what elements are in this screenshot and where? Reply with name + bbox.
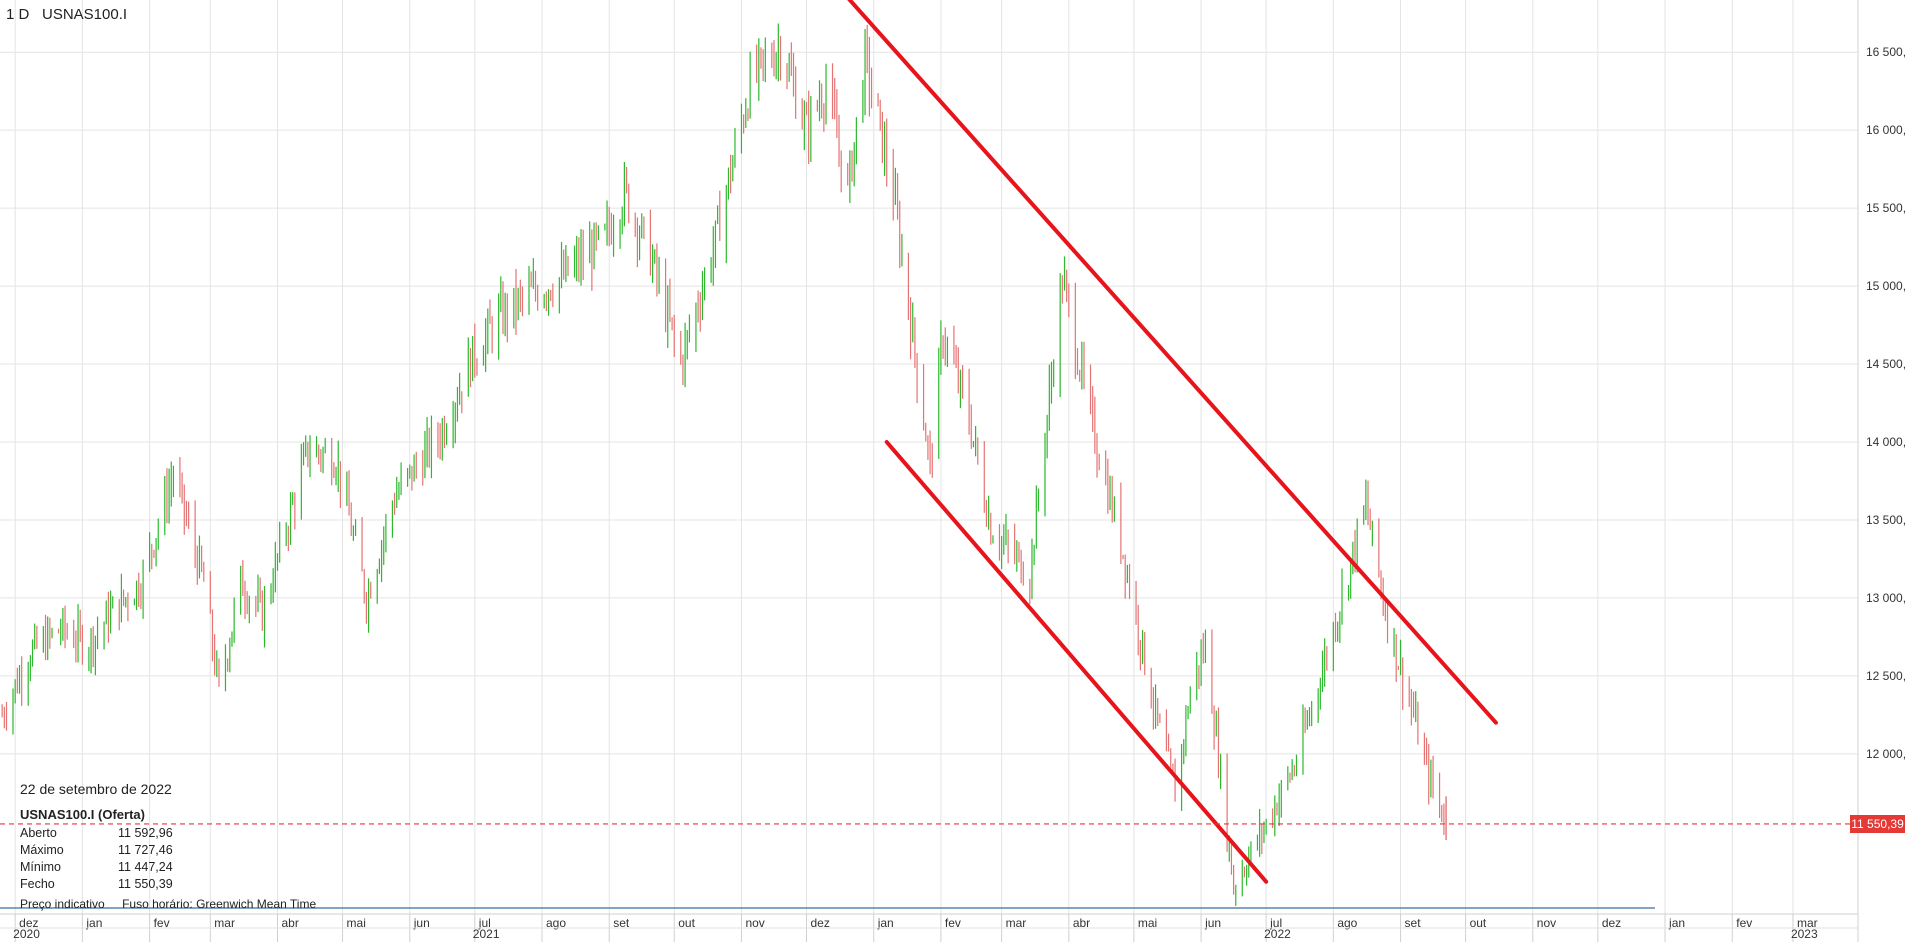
month-tick-label: set [613,916,630,930]
price-overlay [0,823,1858,909]
year-tick-label: 2021 [473,927,500,941]
month-tick-label: dez [811,916,830,930]
low-label: Mínimo [20,860,61,874]
month-tick-label: jun [413,916,430,930]
price-tick-label: 14 500,00 [1866,357,1905,371]
year-tick-label: 2020 [13,927,40,941]
time-axis[interactable]: dez jan fev mar abr mai jun jul ago set out nov dez j… [0,913,1858,942]
close-label: Fecho [20,877,55,891]
month-tick-label: fev [1736,916,1752,930]
info-title: USNAS100.I (Oferta) [20,807,145,822]
indicative-price-label: Preço indicativo [20,897,105,911]
month-tick-label: out [678,916,695,930]
month-tick-label: mar [1797,916,1818,930]
close-value: 11 550,39 [118,877,173,891]
year-tick-label: 2023 [1791,927,1818,941]
info-date: 22 de setembro de 2022 [20,781,172,797]
price-tick-label: 12 500,00 [1866,669,1905,683]
grid [0,0,1858,914]
high-label: Máximo [20,843,64,857]
month-tick-label: jul [1269,916,1282,930]
month-tick-label: fev [154,916,170,930]
trendline[interactable] [847,0,1498,725]
month-tick-label: jan [85,916,102,930]
month-tick-label: nov [745,916,764,930]
timeframe-label[interactable]: 1 D [6,6,30,23]
month-tick-label: abr [1073,916,1090,930]
month-tick-label: nov [1537,916,1556,930]
price-tick-label: 15 000,00 [1866,279,1905,293]
month-tick-label: ago [1337,916,1357,930]
timezone-label: Fuso horário: Greenwich Mean Time [122,897,317,911]
low-value: 11 447,24 [118,860,173,874]
symbol-label[interactable]: USNAS100.I [42,6,128,23]
high-value: 11 727,46 [118,843,173,857]
month-tick-label: abr [282,916,299,930]
month-tick-label: jan [877,916,894,930]
price-tick-label: 16 000,00 [1866,123,1905,137]
month-tick-label: fev [945,916,961,930]
trendlines[interactable] [847,0,1498,884]
open-value: 11 592,96 [118,826,173,840]
month-tick-label: jul [478,916,491,930]
price-tick-label: 14 000,00 [1866,435,1905,449]
month-tick-label: set [1405,916,1422,930]
footer-info: Preço indicativo Fuso horário: Greenwich… [20,897,330,911]
price-tick-label: 12 000,00 [1866,747,1905,761]
month-tick-label: mai [347,916,366,930]
month-tick-label: mai [1138,916,1157,930]
month-tick-label: dez [19,916,38,930]
ohlc-bars [1,23,1447,906]
month-tick-label: jun [1204,916,1221,930]
month-tick-label: mar [214,916,235,930]
price-tick-label: 13 500,00 [1866,513,1905,527]
price-axis[interactable]: 12 000,00 12 500,00 13 000,00 13 500,00 14 0… [1857,0,1905,942]
year-tick-label: 2022 [1264,927,1291,941]
trendline[interactable] [884,440,1269,884]
month-tick-label: jan [1668,916,1685,930]
last-price-badge: 11 550,39 [1850,814,1905,833]
month-tick-label: dez [1602,916,1621,930]
open-label: Aberto [20,826,57,840]
price-tick-label: 16 500,00 [1866,45,1905,59]
price-tick-label: 15 500,00 [1866,201,1905,215]
month-tick-label: out [1470,916,1487,930]
month-tick-label: ago [546,916,566,930]
month-tick-label: mar [1006,916,1027,930]
price-tick-label: 13 000,00 [1866,591,1905,605]
